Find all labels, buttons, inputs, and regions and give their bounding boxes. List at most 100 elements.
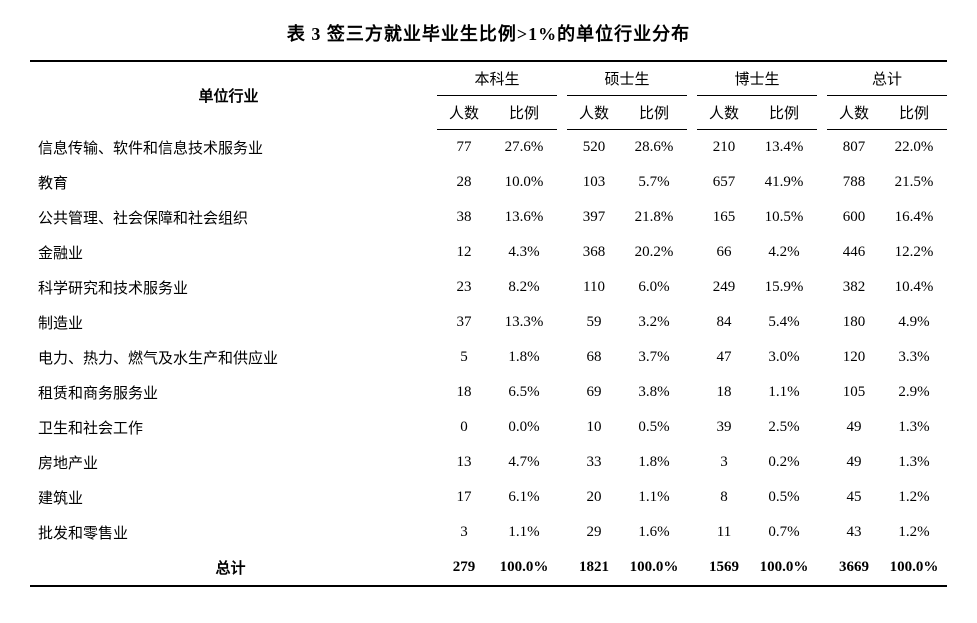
cell-industry: 租赁和商务服务业 — [30, 375, 427, 410]
cell-ratio: 10.5% — [751, 200, 817, 235]
cell-count: 0 — [437, 410, 491, 445]
cell-ratio: 3.7% — [621, 340, 687, 375]
cell-ratio: 1.1% — [751, 375, 817, 410]
table-row: 公共管理、社会保障和社会组织3813.6%39721.8%16510.5%600… — [30, 200, 947, 235]
cell-count: 69 — [567, 375, 621, 410]
cell-ratio: 6.0% — [621, 270, 687, 305]
cell-ratio: 3.0% — [751, 340, 817, 375]
cell-industry: 总计 — [30, 550, 427, 586]
cell-ratio: 0.0% — [491, 410, 557, 445]
cell-industry: 建筑业 — [30, 480, 427, 515]
cell-count: 49 — [827, 410, 881, 445]
cell-ratio: 21.5% — [881, 165, 947, 200]
cell-count: 47 — [697, 340, 751, 375]
cell-count: 110 — [567, 270, 621, 305]
table-row: 房地产业134.7%331.8%30.2%491.3% — [30, 445, 947, 480]
cell-count: 11 — [697, 515, 751, 550]
cell-ratio: 3.2% — [621, 305, 687, 340]
cell-count: 165 — [697, 200, 751, 235]
cell-ratio: 6.1% — [491, 480, 557, 515]
cell-ratio: 1.2% — [881, 515, 947, 550]
cell-count: 3669 — [827, 550, 881, 586]
cell-ratio: 8.2% — [491, 270, 557, 305]
cell-ratio: 4.7% — [491, 445, 557, 480]
table-total-row: 总计279100.0%1821100.0%1569100.0%3669100.0… — [30, 550, 947, 586]
cell-ratio: 100.0% — [491, 550, 557, 586]
cell-count: 28 — [437, 165, 491, 200]
cell-count: 520 — [567, 130, 621, 165]
cell-industry: 科学研究和技术服务业 — [30, 270, 427, 305]
cell-count: 279 — [437, 550, 491, 586]
cell-ratio: 41.9% — [751, 165, 817, 200]
cell-count: 807 — [827, 130, 881, 165]
cell-ratio: 3.8% — [621, 375, 687, 410]
cell-count: 38 — [437, 200, 491, 235]
cell-ratio: 4.9% — [881, 305, 947, 340]
cell-count: 68 — [567, 340, 621, 375]
subcol-count: 人数 — [827, 96, 881, 130]
cell-ratio: 22.0% — [881, 130, 947, 165]
cell-count: 1821 — [567, 550, 621, 586]
cell-ratio: 16.4% — [881, 200, 947, 235]
cell-ratio: 1.3% — [881, 410, 947, 445]
cell-count: 103 — [567, 165, 621, 200]
cell-count: 105 — [827, 375, 881, 410]
cell-industry: 房地产业 — [30, 445, 427, 480]
group-doctor: 博士生 — [697, 61, 817, 96]
cell-ratio: 20.2% — [621, 235, 687, 270]
cell-ratio: 100.0% — [751, 550, 817, 586]
cell-industry: 电力、热力、燃气及水生产和供应业 — [30, 340, 427, 375]
cell-count: 13 — [437, 445, 491, 480]
table-row: 信息传输、软件和信息技术服务业7727.6%52028.6%21013.4%80… — [30, 130, 947, 165]
industry-distribution-table: 单位行业 本科生 硕士生 博士生 总计 人数 比例 人数 比例 人数 比例 人数… — [30, 60, 947, 587]
cell-count: 180 — [827, 305, 881, 340]
cell-ratio: 4.3% — [491, 235, 557, 270]
cell-count: 382 — [827, 270, 881, 305]
table-row: 卫生和社会工作00.0%100.5%392.5%491.3% — [30, 410, 947, 445]
cell-ratio: 0.2% — [751, 445, 817, 480]
cell-ratio: 1.2% — [881, 480, 947, 515]
cell-industry: 卫生和社会工作 — [30, 410, 427, 445]
cell-count: 39 — [697, 410, 751, 445]
cell-ratio: 1.6% — [621, 515, 687, 550]
cell-count: 249 — [697, 270, 751, 305]
cell-ratio: 5.4% — [751, 305, 817, 340]
cell-count: 18 — [697, 375, 751, 410]
cell-ratio: 10.4% — [881, 270, 947, 305]
cell-ratio: 27.6% — [491, 130, 557, 165]
cell-count: 84 — [697, 305, 751, 340]
cell-ratio: 1.3% — [881, 445, 947, 480]
table-title: 表 3 签三方就业毕业生比例>1%的单位行业分布 — [30, 20, 947, 46]
cell-ratio: 28.6% — [621, 130, 687, 165]
cell-count: 3 — [437, 515, 491, 550]
subcol-count: 人数 — [437, 96, 491, 130]
cell-industry: 金融业 — [30, 235, 427, 270]
subcol-count: 人数 — [697, 96, 751, 130]
table-row: 电力、热力、燃气及水生产和供应业51.8%683.7%473.0%1203.3% — [30, 340, 947, 375]
cell-industry: 信息传输、软件和信息技术服务业 — [30, 130, 427, 165]
cell-ratio: 3.3% — [881, 340, 947, 375]
cell-ratio: 4.2% — [751, 235, 817, 270]
cell-count: 788 — [827, 165, 881, 200]
table-row: 租赁和商务服务业186.5%693.8%181.1%1052.9% — [30, 375, 947, 410]
cell-count: 600 — [827, 200, 881, 235]
cell-ratio: 13.3% — [491, 305, 557, 340]
cell-ratio: 0.5% — [621, 410, 687, 445]
cell-industry: 制造业 — [30, 305, 427, 340]
table-row: 批发和零售业31.1%291.6%110.7%431.2% — [30, 515, 947, 550]
cell-count: 43 — [827, 515, 881, 550]
table-row: 制造业3713.3%593.2%845.4%1804.9% — [30, 305, 947, 340]
subcol-ratio: 比例 — [881, 96, 947, 130]
cell-count: 10 — [567, 410, 621, 445]
subcol-count: 人数 — [567, 96, 621, 130]
cell-count: 49 — [827, 445, 881, 480]
cell-count: 77 — [437, 130, 491, 165]
group-undergrad: 本科生 — [437, 61, 557, 96]
table-row: 建筑业176.1%201.1%80.5%451.2% — [30, 480, 947, 515]
subcol-ratio: 比例 — [491, 96, 557, 130]
cell-ratio: 100.0% — [621, 550, 687, 586]
cell-ratio: 1.1% — [491, 515, 557, 550]
cell-ratio: 13.4% — [751, 130, 817, 165]
cell-count: 59 — [567, 305, 621, 340]
cell-ratio: 2.9% — [881, 375, 947, 410]
